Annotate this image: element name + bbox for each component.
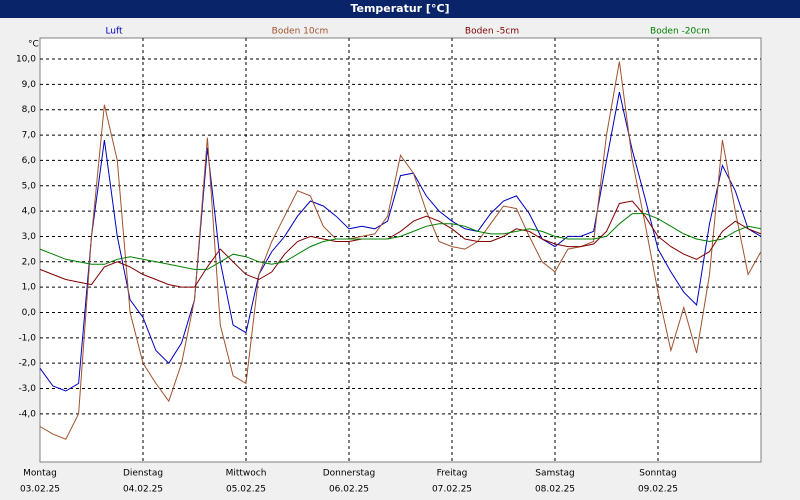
y-tick-label: 4,0 [22, 207, 37, 217]
y-tick-label: 2,0 [22, 257, 37, 267]
x-tick-date: 08.02.25 [535, 485, 575, 495]
plot-area [39, 37, 762, 463]
x-tick-label: Donnerstag [323, 469, 376, 479]
x-tick-date: 05.02.25 [226, 485, 266, 495]
x-tick-date: 03.02.25 [20, 485, 60, 495]
y-tick-label: 5,0 [22, 181, 37, 191]
legend-entry: Boden -5cm [465, 27, 519, 37]
y-unit: °C [28, 40, 39, 50]
x-tick-label: Mittwoch [226, 469, 267, 479]
y-tick-label: 10,0 [16, 55, 36, 65]
x-tick-label: Dienstag [123, 469, 163, 479]
legend-entry: Boden 10cm [272, 27, 329, 37]
series-line [39, 200, 762, 288]
x-tick-date: 07.02.25 [432, 485, 472, 495]
y-tick-label: 9,0 [22, 80, 37, 90]
y-tick-label: 3,0 [22, 232, 37, 242]
legend-entry: Boden -20cm [650, 27, 710, 37]
chart-title: Temperatur [°C] [0, 0, 800, 18]
x-tick-label: Montag [23, 469, 57, 479]
y-tick-label: -2,0 [18, 359, 36, 369]
y-tick-label: 8,0 [22, 105, 37, 115]
series-line [39, 91, 762, 392]
y-tick-label: -3,0 [18, 384, 36, 394]
legend-entry: Luft [105, 27, 123, 37]
x-tick-date: 06.02.25 [329, 485, 369, 495]
y-tick-label: 6,0 [22, 156, 37, 166]
y-tick-label: 7,0 [22, 131, 37, 141]
series-line [39, 61, 762, 440]
y-tick-label: -1,0 [18, 333, 36, 343]
series-line [39, 213, 762, 270]
x-tick-date: 09.02.25 [638, 485, 678, 495]
y-tick-label: 1,0 [22, 283, 37, 293]
y-tick-label: -4,0 [18, 409, 36, 419]
x-tick-label: Samstag [535, 469, 574, 479]
x-tick-label: Freitag [437, 469, 468, 479]
x-tick-date: 04.02.25 [123, 485, 163, 495]
x-tick-label: Sonntag [639, 469, 676, 479]
y-tick-label: 0,0 [22, 308, 37, 318]
